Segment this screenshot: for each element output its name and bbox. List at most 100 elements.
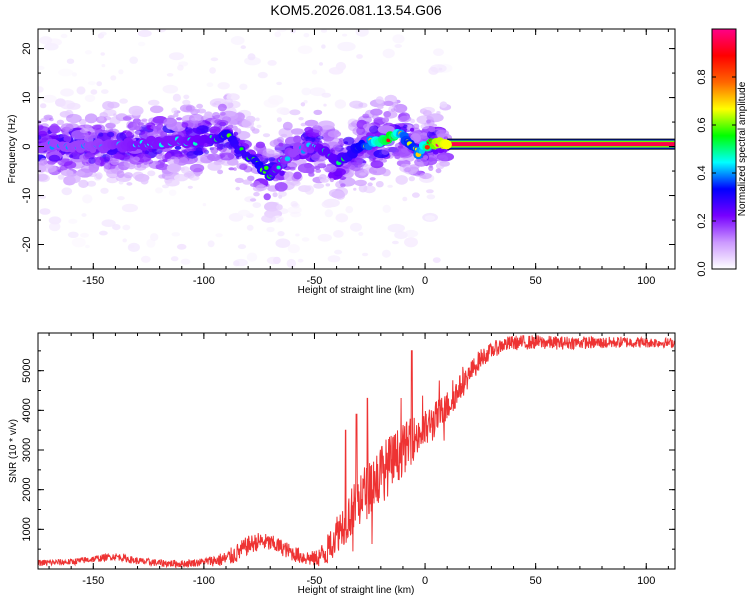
spectrogram-cell <box>57 158 73 167</box>
spectrogram-cell <box>426 119 431 124</box>
spectrogram-cell <box>350 222 362 232</box>
spectrogram-cell <box>202 203 207 207</box>
spectrogram-cell <box>171 107 178 114</box>
spectrogram-cell <box>122 224 131 231</box>
spectrogram-cell <box>290 29 296 34</box>
spectrogram-cell <box>242 179 252 185</box>
spectrogram-cell <box>287 244 300 254</box>
spectrogram-cell <box>150 105 164 114</box>
spectrogram-cell <box>150 125 157 130</box>
spectrogram-cell <box>409 127 415 132</box>
spectrogram-cell <box>399 115 412 123</box>
y-tick-label: 4000 <box>21 398 33 422</box>
spectrogram-cell <box>392 34 405 44</box>
spectrogram-cell <box>146 238 156 248</box>
spectrogram-cell <box>60 169 74 177</box>
spectrogram-cell <box>244 56 261 66</box>
spectrogram-cell <box>100 52 105 56</box>
spectrogram-cell <box>134 173 150 182</box>
spectrogram-cell <box>38 174 50 183</box>
spectrogram-cell <box>215 233 223 238</box>
spectrogram-cell <box>289 109 301 116</box>
spectrogram-cell <box>370 160 384 169</box>
spectrogram-cell <box>38 135 42 140</box>
snr-ylabel: SNR (10 * v/v) <box>8 419 19 483</box>
spectrogram-cell <box>348 122 358 131</box>
spectrogram-cell <box>276 107 290 115</box>
y-tick-label: 1000 <box>21 517 33 541</box>
spectrogram-cell <box>125 131 133 137</box>
spectrogram-cell <box>116 170 125 179</box>
spectrogram-cell <box>255 141 266 149</box>
spectrogram-cell <box>168 189 177 196</box>
spectrogram-cell <box>395 175 408 185</box>
spectrogram-cell <box>66 58 75 64</box>
spectrogram-cell <box>126 124 131 129</box>
spectrogram-cell <box>40 103 47 109</box>
spectrogram-cell <box>405 166 411 171</box>
spectrogram-cell <box>404 229 419 238</box>
spectrogram-cell <box>78 179 89 188</box>
spectrogram-cell <box>331 190 345 199</box>
colorbar-ticks: 0.0 0.2 0.4 0.6 0.8 <box>696 69 736 277</box>
spectrogram-cell <box>301 237 310 242</box>
spectrogram-cell <box>286 258 296 268</box>
spectrogram-cell <box>369 177 376 181</box>
spectrogram-cell <box>210 57 219 62</box>
spectrogram-cell <box>165 178 180 187</box>
spectrogram-cell <box>84 94 96 103</box>
spectrogram-cell <box>212 102 217 106</box>
spectrogram-cell <box>268 157 276 162</box>
spectrogram-cell <box>38 173 48 181</box>
spectrogram-cell <box>329 177 335 183</box>
spectrogram-cell <box>123 172 133 179</box>
spectrogram-cell <box>313 183 325 189</box>
spectrogram-cell <box>290 201 298 208</box>
spectrogram-cell <box>436 111 441 115</box>
spectrogram-cell <box>195 109 201 113</box>
spectrogram-cell <box>382 48 395 59</box>
spectrogram-cell <box>275 174 285 181</box>
spectrogram-cell <box>429 164 433 168</box>
spectrogram-cell <box>128 105 144 116</box>
spectrogram-cell <box>315 168 322 173</box>
spectrogram-cell <box>39 208 51 215</box>
snr-panel: -150 -100 -50 0 50 100 1000 2000 3000 4000 5000 H… <box>8 332 676 596</box>
spectrogram-cell <box>233 131 239 136</box>
spectrogram-cell <box>212 112 220 120</box>
spectrogram-cell <box>156 29 167 33</box>
spectrogram-cell <box>195 147 203 153</box>
spectrogram-cell <box>168 52 185 61</box>
spectrogram-cell <box>38 124 44 131</box>
spectrogram-cell <box>435 129 450 137</box>
spectrogram-cell <box>209 67 217 74</box>
spectrogram-cell <box>356 54 363 59</box>
spectrogram-cell <box>276 117 282 123</box>
spectrogram-cell <box>138 41 146 47</box>
spectrogram-cell <box>99 230 108 236</box>
spectrogram-cell <box>219 152 235 161</box>
spectrogram-cell <box>345 206 354 214</box>
spectrogram-cell <box>162 158 169 163</box>
spectrogram-cell <box>241 119 255 129</box>
spectrogram-cell <box>313 109 323 115</box>
spectrogram-cell <box>143 161 148 165</box>
spectrogram-cell <box>75 171 86 177</box>
spectrogram-cell <box>98 116 105 122</box>
spectrogram-cell <box>443 136 448 140</box>
spectrogram-cell <box>38 86 44 93</box>
spectrogram-cell <box>164 152 172 159</box>
spectrogram-cell <box>412 192 420 198</box>
spectrogram-cell <box>49 117 54 122</box>
spectrogram-cell <box>414 157 429 167</box>
spectrogram-cell <box>410 118 415 124</box>
spectrogram-cell <box>358 102 368 108</box>
spectrogram-cell <box>58 68 74 77</box>
spectrogram-cell <box>176 243 187 250</box>
spectrogram-cell <box>293 171 302 180</box>
spectrogram-cell <box>255 117 260 122</box>
spectrogram-cell <box>381 168 391 177</box>
spectrogram-cell <box>189 175 200 181</box>
spectrogram-cell <box>276 81 282 86</box>
x-tick-label: 0 <box>422 275 428 287</box>
